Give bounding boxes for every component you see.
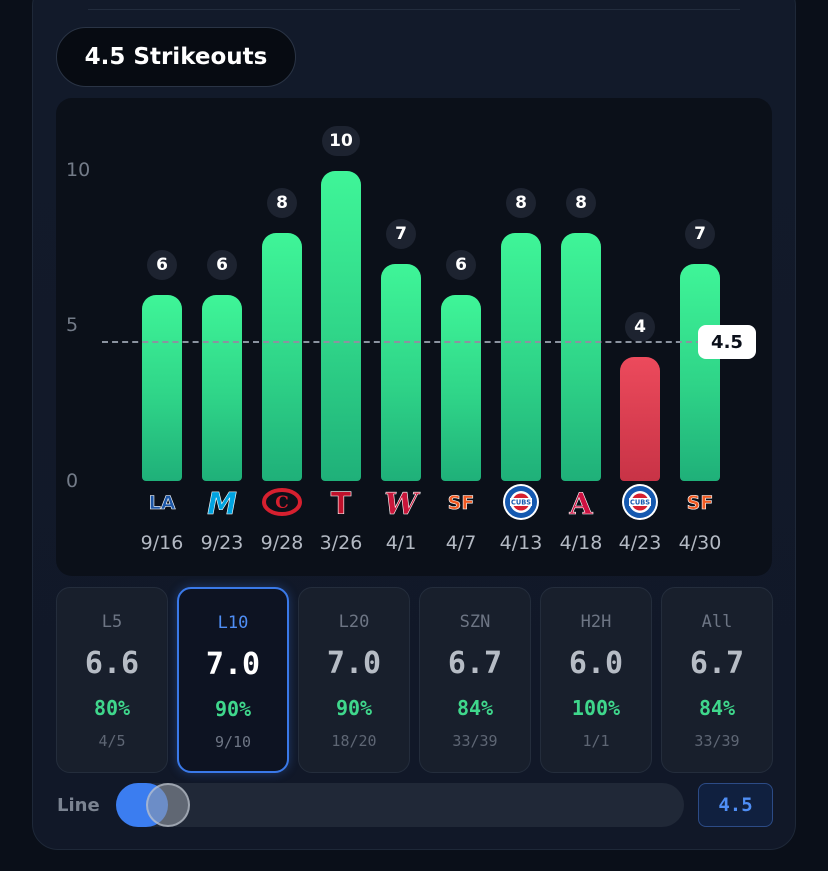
tab-hit-rate: 90% bbox=[335, 696, 373, 720]
dodgers-logo: LA bbox=[140, 482, 184, 522]
game-date-label: 3/26 bbox=[319, 532, 363, 554]
game-date-label: 4/18 bbox=[559, 532, 603, 554]
tab-l20[interactable]: L20 7.0 90% 18/20 bbox=[298, 587, 410, 773]
svg-text:LA: LA bbox=[149, 492, 176, 514]
svg-text:W: W bbox=[384, 487, 421, 522]
bar-4-1[interactable] bbox=[381, 264, 421, 481]
tab-average: 6.7 bbox=[447, 646, 503, 681]
bar-9-16[interactable] bbox=[142, 295, 182, 481]
tab-record: 1/1 bbox=[582, 732, 610, 750]
bar-9-23[interactable] bbox=[202, 295, 242, 481]
game-date-label: 9/23 bbox=[200, 532, 244, 554]
value-label: 8 bbox=[566, 188, 596, 218]
value-label: 6 bbox=[446, 250, 476, 280]
value-label: 8 bbox=[506, 188, 536, 218]
tab-record: 18/20 bbox=[331, 732, 377, 750]
prop-line-marker bbox=[102, 341, 702, 343]
svg-text:M: M bbox=[207, 487, 237, 522]
game-date-label: 4/30 bbox=[678, 532, 722, 554]
tab-average: 6.0 bbox=[568, 646, 624, 681]
game-date-label: 4/1 bbox=[385, 532, 417, 554]
value-label: 4 bbox=[625, 312, 655, 342]
nationals-logo: W bbox=[379, 482, 423, 522]
tab-hit-rate: 84% bbox=[698, 696, 736, 720]
value-label: 6 bbox=[147, 250, 177, 280]
marlins-logo: M bbox=[200, 482, 244, 522]
value-label: 7 bbox=[685, 219, 715, 249]
value-label: 8 bbox=[267, 188, 297, 218]
tab-average: 6.7 bbox=[689, 646, 745, 681]
bar-4-7[interactable] bbox=[441, 295, 481, 481]
bar-4-30[interactable] bbox=[680, 264, 720, 481]
tab-hit-rate: 84% bbox=[456, 696, 494, 720]
tab-record: 33/39 bbox=[694, 732, 740, 750]
svg-text:SF: SF bbox=[687, 492, 714, 514]
tab-hit-rate: 100% bbox=[571, 696, 621, 720]
svg-text:C: C bbox=[275, 493, 289, 513]
prop-line-label: 4.5 bbox=[698, 325, 756, 359]
bar-3-26[interactable] bbox=[321, 171, 361, 481]
braves-logo: A bbox=[559, 482, 603, 522]
tab-hit-rate: 90% bbox=[214, 697, 252, 721]
tab-record: 9/10 bbox=[214, 733, 252, 751]
tab-all[interactable]: All 6.7 84% 33/39 bbox=[661, 587, 773, 773]
tab-label: L20 bbox=[338, 612, 370, 632]
tab-h2h[interactable]: H2H 6.0 100% 1/1 bbox=[540, 587, 652, 773]
cubs-logo: CUBS bbox=[618, 482, 662, 522]
tab-average: 6.6 bbox=[84, 646, 140, 681]
tab-hit-rate: 80% bbox=[93, 696, 131, 720]
tab-l5[interactable]: L5 6.6 80% 4/5 bbox=[56, 587, 168, 773]
rangers-logo: T bbox=[319, 482, 363, 522]
tab-average: 7.0 bbox=[326, 646, 382, 681]
game-date-label: 4/23 bbox=[618, 532, 662, 554]
value-label: 7 bbox=[386, 219, 416, 249]
bar-4-23[interactable] bbox=[620, 357, 660, 481]
reds-logo: C bbox=[260, 482, 304, 522]
line-label: Line bbox=[57, 795, 100, 816]
y-tick-label: 5 bbox=[66, 314, 79, 336]
tab-label: SZN bbox=[459, 612, 491, 632]
divider bbox=[88, 9, 740, 10]
bar-9-28[interactable] bbox=[262, 233, 302, 481]
prop-title[interactable]: 4.5 Strikeouts bbox=[56, 27, 296, 87]
value-label: 6 bbox=[207, 250, 237, 280]
y-tick-label: 10 bbox=[66, 159, 91, 181]
game-date-label: 4/7 bbox=[445, 532, 477, 554]
tab-l10[interactable]: L10 7.0 90% 9/10 bbox=[177, 587, 289, 773]
line-slider-track[interactable] bbox=[116, 783, 684, 827]
tab-average: 7.0 bbox=[205, 647, 261, 682]
tab-label: L10 bbox=[217, 613, 249, 633]
y-tick-label: 0 bbox=[66, 470, 79, 492]
tab-label: H2H bbox=[580, 612, 612, 632]
giants-logo: SF bbox=[439, 482, 483, 522]
cubs-logo: CUBS bbox=[499, 482, 543, 522]
giants-logo: SF bbox=[678, 482, 722, 522]
bar-4-13[interactable] bbox=[501, 233, 541, 481]
value-label: 10 bbox=[322, 126, 360, 156]
svg-text:T: T bbox=[331, 487, 352, 522]
tab-label: L5 bbox=[101, 612, 123, 632]
svg-text:SF: SF bbox=[448, 492, 475, 514]
game-date-label: 4/13 bbox=[499, 532, 543, 554]
line-slider-handle[interactable] bbox=[146, 783, 190, 827]
tab-record: 33/39 bbox=[452, 732, 498, 750]
svg-text:CUBS: CUBS bbox=[511, 499, 531, 507]
svg-text:CUBS: CUBS bbox=[630, 499, 650, 507]
tab-record: 4/5 bbox=[98, 732, 126, 750]
game-date-label: 9/28 bbox=[260, 532, 304, 554]
svg-text:A: A bbox=[568, 487, 593, 522]
bar-4-18[interactable] bbox=[561, 233, 601, 481]
tab-label: All bbox=[701, 612, 733, 632]
game-date-label: 9/16 bbox=[140, 532, 184, 554]
line-value-field[interactable]: 4.5 bbox=[698, 783, 773, 827]
tab-szn[interactable]: SZN 6.7 84% 33/39 bbox=[419, 587, 531, 773]
